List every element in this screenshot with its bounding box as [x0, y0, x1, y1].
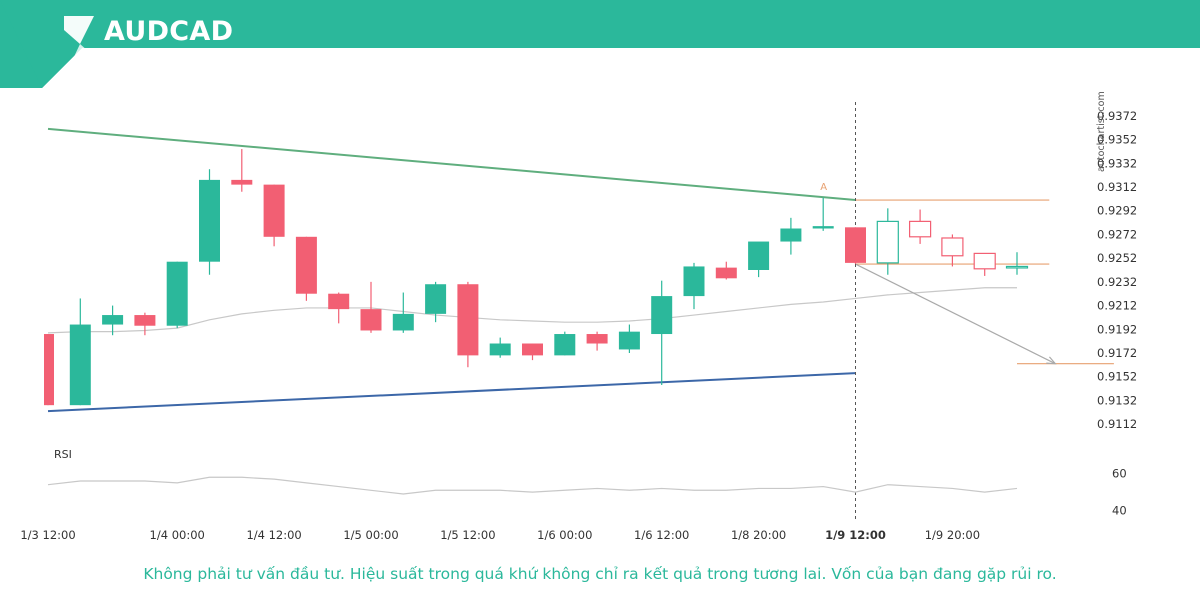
candle-body — [199, 179, 220, 262]
watermark-text: autochartist.com — [1096, 91, 1107, 172]
candle-body — [715, 267, 737, 279]
lower-trendline — [47, 372, 856, 413]
y-tick-label: 0.9372 — [1097, 109, 1137, 123]
y-tick-label: 0.9232 — [1097, 275, 1137, 289]
candle-body — [780, 228, 802, 242]
page-title: AUDCAD — [104, 16, 234, 47]
candle-body — [425, 284, 447, 314]
x-tick-label: 1/6 12:00 — [634, 528, 689, 542]
candle-body — [102, 315, 124, 325]
candle-body — [489, 343, 511, 356]
y-tick-label: 0.9272 — [1097, 227, 1137, 241]
x-tick-label: 1/8 20:00 — [731, 528, 786, 542]
candle-body — [748, 241, 770, 270]
candle-body — [845, 227, 866, 263]
timeframe-label: Khoảng thời gian: 4 giờ — [104, 50, 325, 72]
header-background — [0, 0, 1200, 88]
candle-body — [69, 324, 91, 406]
x-tick-label: 1/3 12:00 — [20, 528, 75, 542]
candle-body — [457, 284, 479, 356]
x-tick-label: 1/9 20:00 — [925, 528, 980, 542]
candle-body — [328, 293, 350, 310]
x-tick-label: 1/9 12:00 — [825, 528, 886, 542]
candle-body — [941, 237, 964, 257]
candle-body — [1005, 265, 1029, 269]
rsi-line — [47, 476, 1018, 495]
y-tick-label: 0.9312 — [1097, 180, 1137, 194]
candle-body — [908, 220, 932, 238]
y-tick-label: 0.9112 — [1097, 417, 1137, 431]
candle-body — [973, 252, 996, 270]
x-tick-label: 1/5 00:00 — [343, 528, 398, 542]
candle-body — [554, 334, 576, 356]
pattern-point-label: A — [820, 182, 827, 193]
disclaimer-text: Không phải tư vấn đầu tư. Hiệu suất tron… — [143, 565, 1057, 583]
projection-arrow-line — [855, 263, 1056, 365]
candle-body — [586, 334, 608, 344]
candle-body — [360, 309, 382, 331]
y-tick-label: 0.9292 — [1097, 204, 1137, 218]
candle-body — [231, 179, 253, 185]
candle-body — [522, 343, 543, 356]
x-tick-label: 1/4 00:00 — [150, 528, 205, 542]
x-tick-label: 1/5 12:00 — [440, 528, 495, 542]
candle-body — [812, 226, 834, 229]
upper-trendline — [47, 127, 856, 202]
candle-body — [392, 313, 414, 331]
projection-arrow-head — [1046, 356, 1057, 365]
y-tick-label: 0.9152 — [1097, 370, 1137, 384]
candle-body — [263, 184, 285, 237]
candle-body — [134, 315, 156, 326]
candle-body — [166, 261, 188, 326]
y-tick-label: 0.9352 — [1097, 133, 1137, 147]
logo-icon — [64, 16, 96, 74]
y-tick-label: 0.9252 — [1097, 251, 1137, 265]
x-tick-label: 1/6 00:00 — [537, 528, 592, 542]
candle-body — [651, 296, 673, 335]
candle-body — [683, 266, 705, 297]
moving-average-line — [47, 287, 1017, 334]
header-banner: AUDCAD Khoảng thời gian: 4 giờ — [0, 0, 1200, 88]
rsi-label: RSI — [54, 448, 72, 461]
candle-body — [44, 334, 54, 406]
rsi-tick-label: 60 — [1112, 467, 1127, 481]
y-tick-label: 0.9132 — [1097, 393, 1137, 407]
candle-body — [876, 220, 899, 264]
candle-body — [295, 236, 317, 294]
x-tick-label: 1/4 12:00 — [246, 528, 301, 542]
rsi-tick-label: 40 — [1112, 504, 1127, 518]
y-tick-label: 0.9332 — [1097, 156, 1137, 170]
y-tick-label: 0.9192 — [1097, 322, 1137, 336]
y-tick-label: 0.9172 — [1097, 346, 1137, 360]
candle-body — [618, 331, 640, 350]
y-tick-label: 0.9212 — [1097, 299, 1137, 313]
